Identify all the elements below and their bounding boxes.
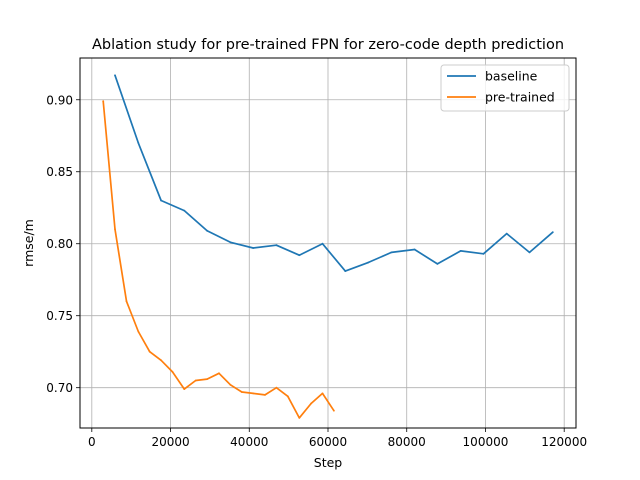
- legend-label-pre-trained: pre-trained: [485, 90, 555, 105]
- axis-ticks: 0 20000 40000 60000 80000 100000 120000 0.70 0.7…: [46, 93, 587, 449]
- data-point-pre-trained: [160, 359, 163, 362]
- data-point-baseline: [252, 247, 255, 249]
- data-point-pre-trained: [229, 383, 232, 386]
- data-point-pre-trained: [333, 409, 335, 412]
- data-point-pre-trained: [252, 392, 255, 395]
- y-tick-label: 0.90: [46, 93, 73, 107]
- grid: [80, 58, 576, 428]
- data-point-pre-trained: [298, 417, 301, 419]
- y-tick-label: 0.85: [46, 165, 73, 179]
- y-tick-label: 0.70: [46, 381, 73, 395]
- x-tick-label: 80000: [388, 435, 426, 449]
- y-axis-label: rmse/m: [21, 219, 36, 267]
- data-point-pre-trained: [125, 300, 128, 303]
- data-point-pre-trained: [286, 395, 289, 398]
- chart-title: Ablation study for pre-trained FPN for z…: [92, 37, 564, 53]
- data-point-pre-trained: [218, 372, 220, 375]
- data-point-baseline: [367, 261, 370, 264]
- data-point-pre-trained: [148, 350, 151, 353]
- data-point-baseline: [298, 254, 301, 257]
- legend-label-baseline: baseline: [485, 69, 538, 84]
- x-tick-label: 20000: [151, 435, 189, 449]
- data-point-pre-trained: [183, 388, 186, 390]
- data-point-baseline: [528, 251, 531, 254]
- data-point-pre-trained: [206, 378, 209, 380]
- data-point-baseline: [505, 232, 508, 235]
- data-point-baseline: [344, 270, 347, 272]
- data-point-baseline: [183, 209, 186, 212]
- data-point-baseline: [459, 250, 462, 252]
- data-point-pre-trained: [194, 379, 197, 382]
- x-tick-label: 60000: [309, 435, 347, 449]
- data-point-baseline: [137, 142, 140, 144]
- data-point-baseline: [206, 229, 209, 232]
- series-line-baseline: [114, 75, 554, 272]
- data-point-pre-trained: [137, 330, 140, 333]
- data-point-pre-trained: [275, 386, 278, 389]
- data-point-pre-trained: [102, 100, 105, 103]
- data-point-baseline: [229, 241, 232, 244]
- y-tick-label: 0.80: [46, 237, 73, 251]
- data-point-pre-trained: [240, 391, 243, 393]
- legend: baseline pre-trained: [440, 64, 570, 112]
- x-tick-label: 120000: [541, 435, 587, 449]
- data-point-pre-trained: [321, 392, 324, 395]
- data-point-baseline: [413, 248, 416, 251]
- x-tick-label: 100000: [463, 435, 509, 449]
- data-point-pre-trained: [264, 394, 266, 396]
- data-point-baseline: [114, 74, 116, 77]
- data-point-baseline: [482, 252, 485, 255]
- y-tick-label: 0.75: [46, 309, 73, 323]
- data-point-baseline: [551, 231, 554, 234]
- data-point-baseline: [275, 244, 278, 247]
- x-tick-label: 40000: [230, 435, 268, 449]
- data-point-baseline: [436, 263, 439, 265]
- series-lines: [102, 74, 554, 419]
- data-point-pre-trained: [310, 402, 312, 405]
- x-tick-label: 0: [88, 435, 96, 449]
- x-axis-label: Step: [314, 455, 343, 470]
- data-point-pre-trained: [114, 228, 116, 231]
- data-point-baseline: [390, 251, 393, 254]
- data-point-pre-trained: [171, 371, 174, 373]
- data-point-baseline: [321, 242, 324, 245]
- data-point-baseline: [160, 199, 163, 202]
